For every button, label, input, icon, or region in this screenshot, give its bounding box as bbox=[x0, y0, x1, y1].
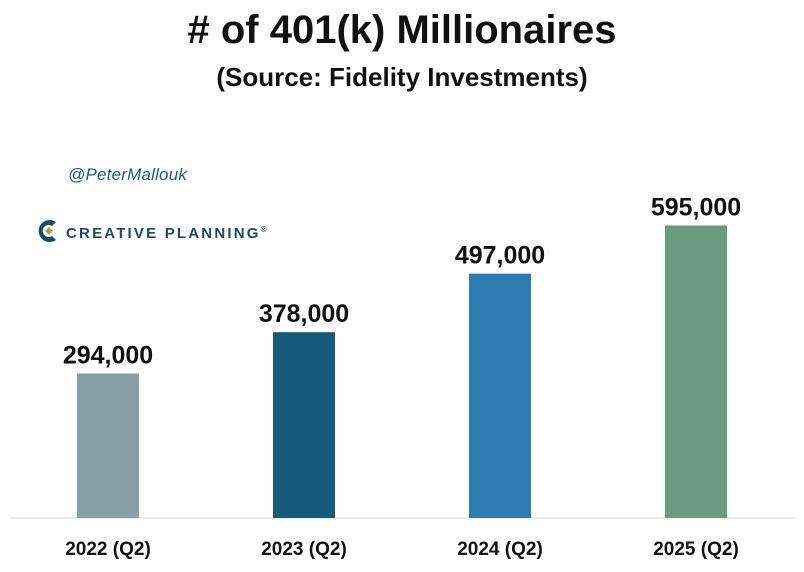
bar-3 bbox=[665, 225, 727, 519]
bar-0 bbox=[77, 373, 139, 518]
category-label-1: 2023 (Q2) bbox=[261, 539, 347, 560]
bar-1 bbox=[273, 332, 335, 518]
creative-planning-logo-icon bbox=[36, 218, 58, 249]
bar-2 bbox=[469, 273, 531, 518]
brand-logo: CREATIVE PLANNING® bbox=[36, 218, 267, 249]
data-label-0: 294,000 bbox=[63, 341, 153, 369]
data-label-2: 497,000 bbox=[455, 242, 545, 270]
category-label-3: 2025 (Q2) bbox=[653, 539, 739, 560]
data-label-3: 595,000 bbox=[651, 193, 741, 221]
category-label-0: 2022 (Q2) bbox=[65, 539, 151, 560]
data-label-1: 378,000 bbox=[259, 300, 349, 328]
brand-name: CREATIVE PLANNING® bbox=[66, 225, 267, 242]
author-handle: @PeterMallouk bbox=[68, 165, 188, 184]
chart-title: # of 401(k) Millionaires bbox=[187, 8, 617, 52]
category-label-2: 2024 (Q2) bbox=[457, 539, 543, 560]
chart-subtitle: (Source: Fidelity Investments) bbox=[216, 62, 588, 92]
